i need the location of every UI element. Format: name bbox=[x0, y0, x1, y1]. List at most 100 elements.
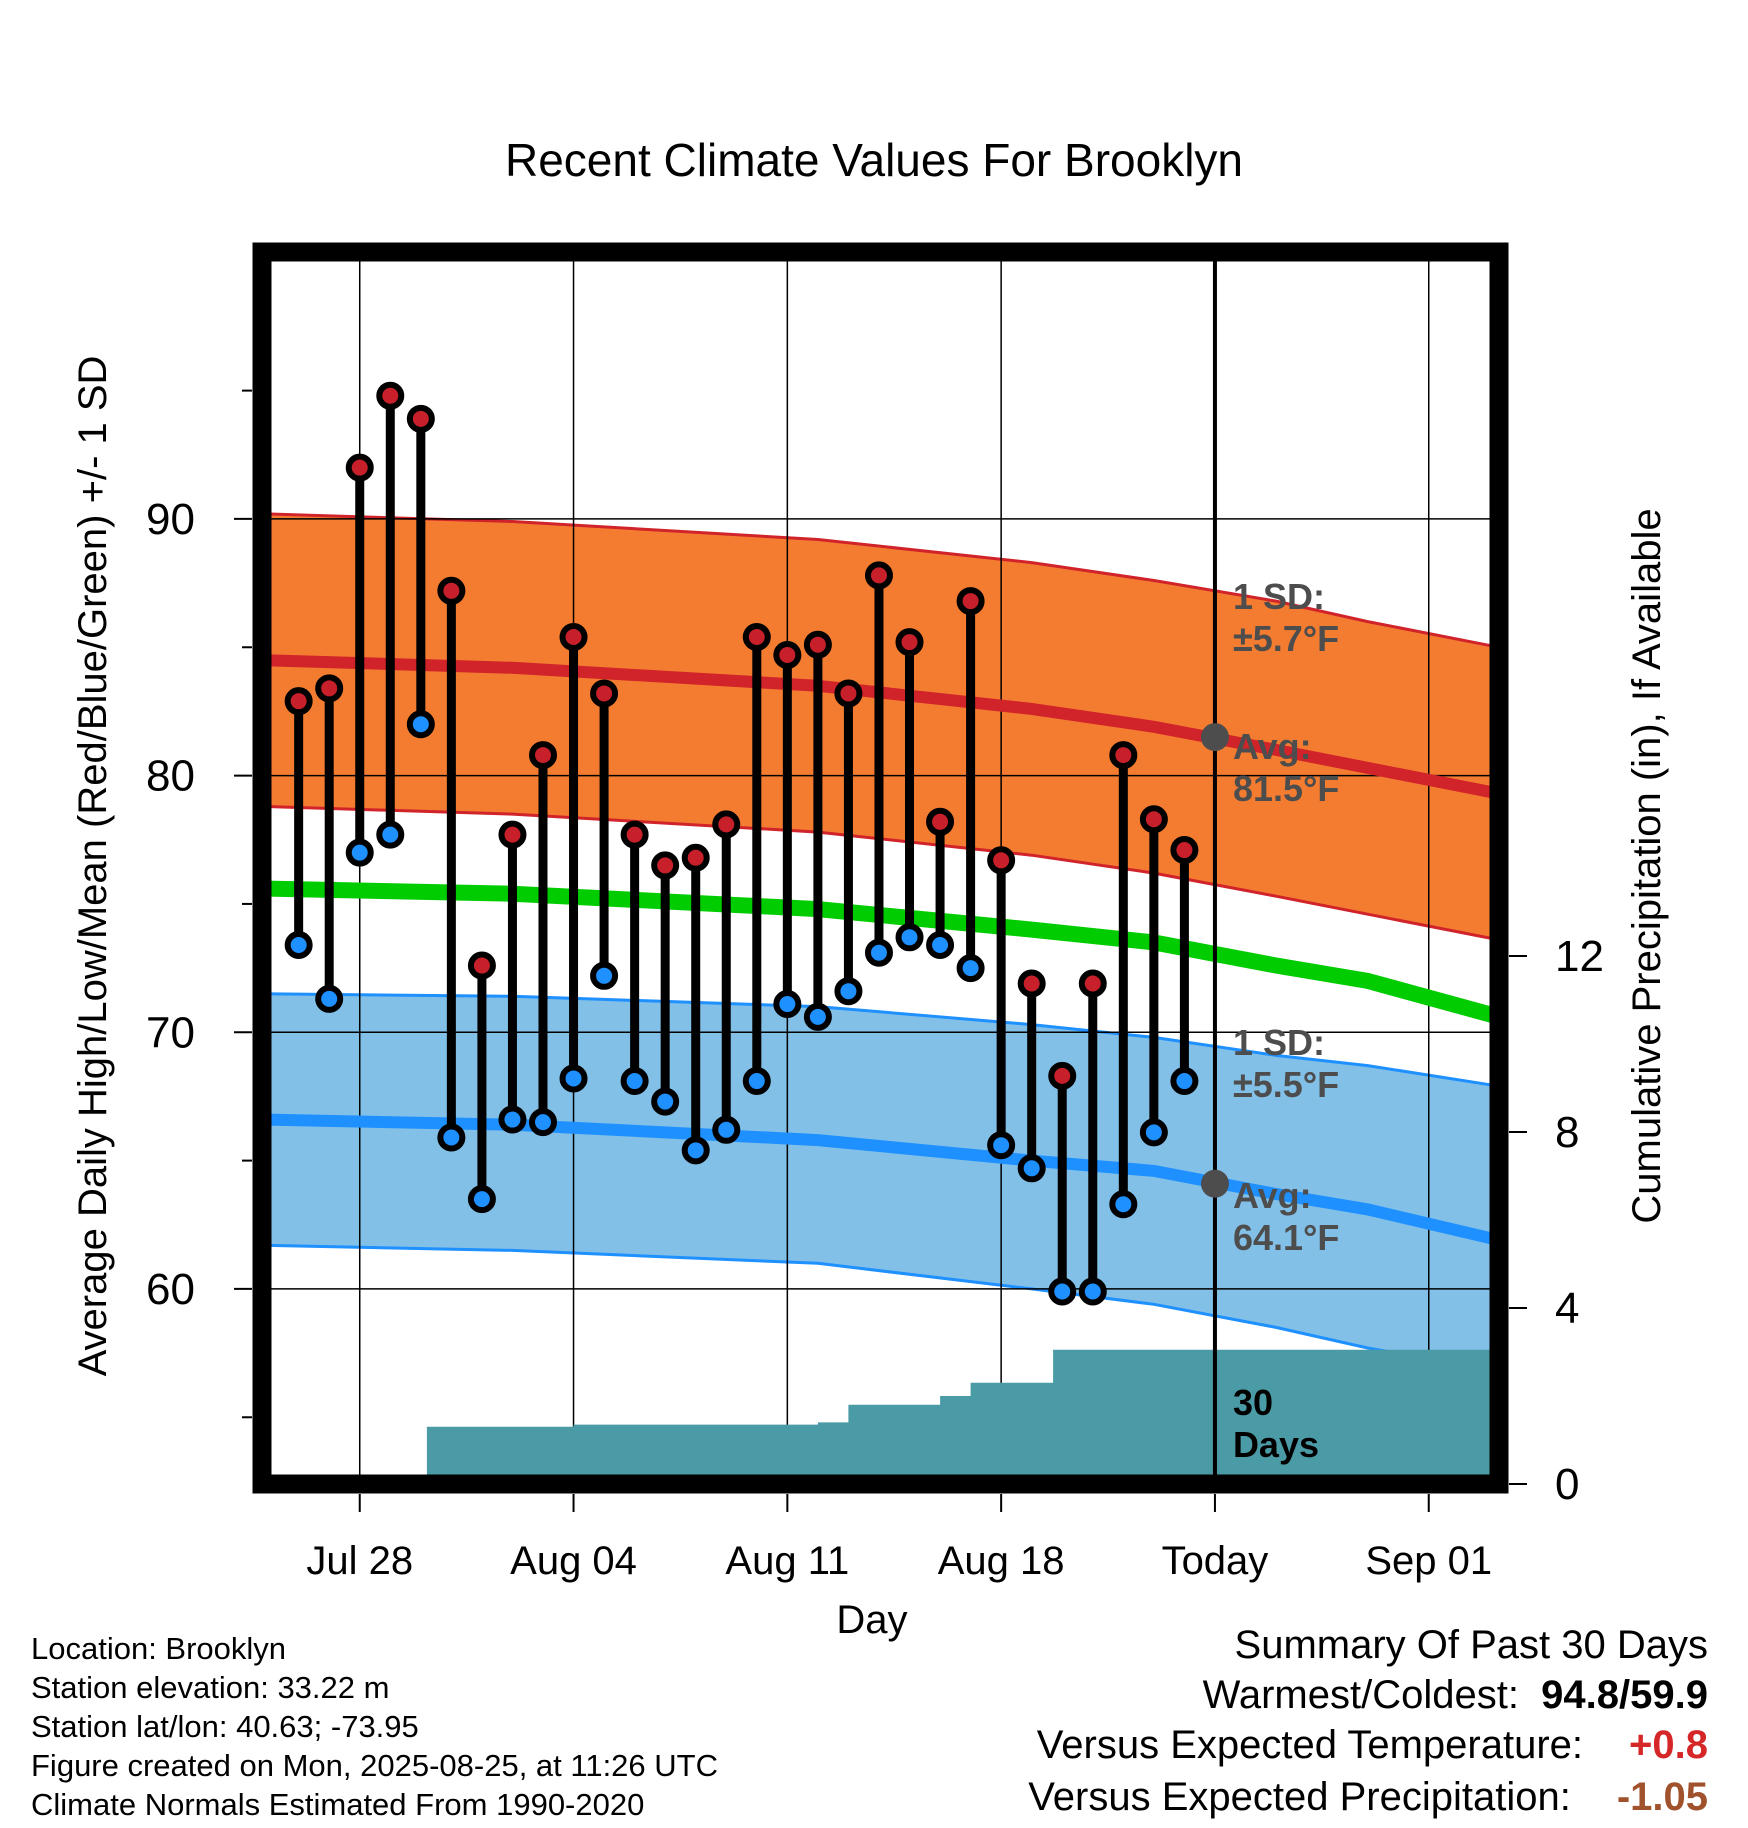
high-sd-annotation: ±5.7°F bbox=[1233, 618, 1339, 659]
daily-low-point bbox=[834, 977, 863, 1006]
y-right-tick-label: 0 bbox=[1555, 1460, 1579, 1509]
daily-low-point bbox=[528, 1108, 557, 1137]
today-avg-marker bbox=[1200, 723, 1229, 752]
precip-area bbox=[262, 1349, 1499, 1484]
daily-low-point bbox=[559, 1064, 588, 1093]
daily-low-point bbox=[1048, 1277, 1077, 1306]
summary-title: Summary Of Past 30 Days bbox=[1234, 1623, 1708, 1667]
daily-high-point bbox=[467, 951, 496, 980]
daily-high-point bbox=[895, 628, 924, 657]
period-annotation: Days bbox=[1233, 1424, 1319, 1465]
daily-high-point bbox=[1078, 969, 1107, 998]
daily-low-point bbox=[987, 1131, 1016, 1160]
warmest-label: Warmest/Coldest: bbox=[1202, 1673, 1519, 1717]
today-avg-marker bbox=[1200, 1169, 1229, 1198]
daily-high-point bbox=[406, 404, 435, 433]
summary-precip-row: Versus Expected Precipitation: -1.05 bbox=[1028, 1777, 1708, 1817]
x-tick-label: Aug 11 bbox=[725, 1539, 849, 1583]
y-tick-label: 90 bbox=[146, 495, 195, 544]
precip-value: -1.05 bbox=[1616, 1775, 1708, 1819]
daily-high-point bbox=[315, 674, 344, 703]
daily-low-point bbox=[926, 931, 955, 959]
daily-high-point bbox=[956, 587, 985, 616]
normals-text: Climate Normals Estimated From 1990-2020 bbox=[31, 1787, 645, 1822]
daily-high-point bbox=[284, 687, 313, 716]
y-tick-label: 70 bbox=[146, 1008, 195, 1057]
mean-normal-line bbox=[261, 880, 1502, 1025]
daily-low-point bbox=[376, 820, 405, 849]
warmest-value: 94.8/59.9 bbox=[1541, 1673, 1708, 1717]
y-right-tick-label: 4 bbox=[1555, 1284, 1579, 1333]
daily-high-point bbox=[681, 843, 710, 872]
daily-low-point bbox=[620, 1067, 649, 1096]
temp-label: Versus Expected Temperature: bbox=[1036, 1723, 1584, 1767]
daily-low-point bbox=[284, 931, 313, 959]
daily-high-point bbox=[834, 679, 863, 708]
daily-high-point bbox=[1017, 969, 1046, 998]
daily-low-point bbox=[895, 923, 924, 952]
created-text: Figure created on Mon, 2025-08-25, at 11… bbox=[31, 1748, 718, 1783]
low-sd-annotation: 1 SD: bbox=[1233, 1022, 1325, 1063]
daily-high-point bbox=[712, 810, 741, 839]
daily-low-point bbox=[864, 938, 893, 967]
daily-high-point bbox=[1048, 1061, 1077, 1090]
location-text: Location: Brooklyn bbox=[31, 1631, 287, 1666]
latlon-text: Station lat/lon: 40.63; -73.95 bbox=[31, 1709, 419, 1744]
daily-high-point bbox=[620, 820, 649, 849]
daily-low-point bbox=[1109, 1190, 1138, 1219]
daily-high-point bbox=[559, 623, 588, 651]
daily-high-point bbox=[651, 851, 680, 880]
daily-low-point bbox=[1078, 1277, 1107, 1306]
period-annotation: 30 bbox=[1233, 1382, 1273, 1423]
x-axis-label: Day bbox=[836, 1598, 907, 1642]
precip-label: Versus Expected Precipitation: bbox=[1028, 1775, 1571, 1819]
daily-high-point bbox=[1170, 836, 1199, 865]
daily-low-point bbox=[590, 961, 619, 990]
low-sd-annotation: ±5.5°F bbox=[1233, 1064, 1339, 1105]
daily-low-point bbox=[467, 1185, 496, 1214]
x-tick-label: Aug 18 bbox=[938, 1539, 1065, 1583]
daily-low-point bbox=[345, 838, 374, 867]
daily-low-point bbox=[315, 984, 344, 1013]
daily-high-point bbox=[803, 630, 832, 659]
daily-high-point bbox=[742, 623, 771, 651]
daily-high-point bbox=[528, 741, 557, 770]
high-sd-annotation: 1 SD: bbox=[1233, 576, 1325, 617]
plot-frame bbox=[252, 242, 1509, 1494]
daily-high-point bbox=[376, 381, 405, 410]
daily-low-point bbox=[1139, 1118, 1168, 1147]
daily-low-point bbox=[773, 990, 802, 1019]
high-avg-annotation: Avg: bbox=[1233, 726, 1312, 767]
daily-low-point bbox=[803, 1002, 832, 1031]
daily-low-point bbox=[437, 1123, 466, 1152]
daily-low-point bbox=[406, 710, 435, 739]
daily-high-point bbox=[437, 576, 466, 605]
summary-temp-row: Versus Expected Temperature: +0.8 bbox=[1037, 1725, 1708, 1765]
daily-high-point bbox=[498, 820, 527, 849]
x-tick-label: Jul 28 bbox=[306, 1539, 413, 1583]
daily-low-point bbox=[742, 1067, 771, 1096]
x-tick-label: Aug 04 bbox=[510, 1539, 637, 1583]
high-avg-annotation: 81.5°F bbox=[1233, 768, 1339, 809]
daily-low-point bbox=[498, 1105, 527, 1134]
daily-low-point bbox=[651, 1087, 680, 1116]
summary-warmest-row: Warmest/Coldest: 94.8/59.9 bbox=[1203, 1675, 1708, 1715]
daily-low-point bbox=[712, 1115, 741, 1144]
low-avg-annotation: Avg: bbox=[1233, 1175, 1312, 1216]
y-right-tick-label: 12 bbox=[1555, 932, 1604, 981]
high-sd-band-upper bbox=[261, 512, 1500, 649]
y-right-tick-label: 8 bbox=[1555, 1108, 1579, 1157]
temp-value: +0.8 bbox=[1629, 1723, 1708, 1767]
y-tick-label: 60 bbox=[146, 1265, 195, 1314]
low-avg-annotation: 64.1°F bbox=[1233, 1217, 1339, 1258]
high-sd-band-lower bbox=[261, 804, 1500, 942]
x-tick-label: Sep 01 bbox=[1365, 1539, 1492, 1583]
daily-low-point bbox=[1170, 1067, 1199, 1096]
daily-high-point bbox=[590, 679, 619, 708]
x-tick-label: Today bbox=[1162, 1539, 1269, 1583]
chart-title: Recent Climate Values For Brooklyn bbox=[505, 134, 1243, 186]
y-tick-label: 80 bbox=[146, 752, 195, 801]
daily-high-point bbox=[987, 846, 1016, 875]
y-axis-label: Average Daily High/Low/Mean (Red/Blue/Gr… bbox=[71, 356, 115, 1377]
